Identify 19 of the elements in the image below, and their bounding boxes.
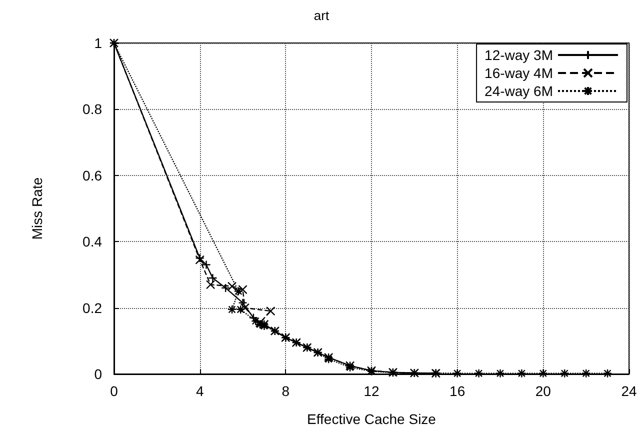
x-axis-title: Effective Cache Size <box>307 411 436 427</box>
x-tick-label: 16 <box>450 383 466 399</box>
y-tick-label: 1 <box>94 35 102 51</box>
y-tick-label: 0.4 <box>82 234 102 250</box>
legend-label: 12-way 3M <box>484 47 553 63</box>
y-tick-label: 0.2 <box>82 300 102 316</box>
y-axis-title: Miss Rate <box>29 177 45 240</box>
y-tick-label: 0.6 <box>82 167 102 184</box>
y-tick-label: 0 <box>94 366 102 382</box>
chart-title: art <box>314 8 330 23</box>
x-tick-label: 12 <box>364 383 380 399</box>
legend-label: 16-way 4M <box>484 65 553 81</box>
x-tick-label: 20 <box>535 383 552 399</box>
x-tick-label: 8 <box>282 383 290 399</box>
x-tick-label: 4 <box>196 383 204 399</box>
legend-label: 24-way 6M <box>484 83 553 99</box>
x-tick-label: 24 <box>621 383 637 399</box>
y-tick-label: 0.8 <box>82 101 102 118</box>
x-tick-label: 0 <box>110 383 118 399</box>
